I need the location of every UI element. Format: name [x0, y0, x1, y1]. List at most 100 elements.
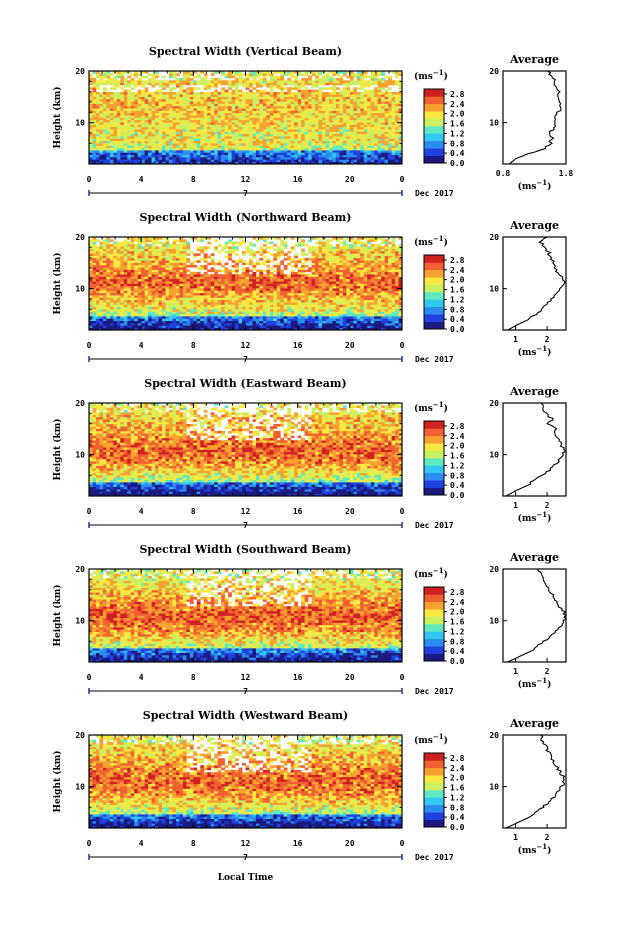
heatmap-cell: [151, 73, 156, 76]
heatmap-cell: [259, 318, 264, 322]
heatmap-cell: [242, 94, 246, 97]
heatmap-cell: [395, 323, 399, 326]
heatmap-cell: [370, 122, 375, 125]
heatmap-cell: [283, 117, 288, 121]
heatmap-cell: [287, 91, 292, 95]
heatmap-cell: [196, 145, 201, 149]
heatmap-cell: [332, 108, 337, 111]
heatmap-cell: [356, 73, 361, 76]
heatmap-cell: [214, 150, 218, 153]
heatmap-cell: [391, 119, 396, 123]
heatmap-cell: [134, 133, 138, 137]
heatmap-cell: [189, 103, 194, 107]
heatmap-cell: [172, 150, 177, 153]
heatmap-cell: [384, 96, 389, 100]
heatmap-cell: [255, 299, 260, 303]
heatmap-cell: [189, 306, 194, 310]
heatmap-cell: [144, 295, 149, 298]
heatmap-cell: [189, 147, 194, 151]
heatmap-cell: [245, 73, 250, 76]
heatmap-cell: [155, 112, 159, 116]
heatmap-cell: [144, 89, 149, 93]
heatmap-cell: [210, 143, 215, 146]
heatmap-cell: [89, 295, 93, 298]
heatmap-cell: [377, 108, 382, 111]
heatmap-cell: [242, 73, 246, 76]
heatmap-cell: [155, 323, 159, 326]
heatmap-cell: [269, 313, 274, 317]
heatmap-cell: [106, 80, 111, 83]
heatmap-cell: [248, 323, 253, 326]
heatmap-cell: [269, 129, 274, 132]
heatmap-cell: [120, 290, 125, 294]
heatmap-cell: [318, 94, 323, 97]
heatmap-cell: [294, 124, 298, 128]
heatmap-cell: [214, 124, 218, 128]
heatmap-cell: [370, 154, 375, 158]
heatmap-cell: [127, 147, 132, 151]
heatmap-cell: [325, 133, 330, 137]
heatmap-cell: [228, 299, 232, 303]
heatmap-cell: [130, 112, 135, 116]
heatmap-cell: [248, 145, 253, 149]
heatmap-cell: [349, 71, 354, 74]
heatmap-cell: [353, 91, 358, 95]
heatmap-cell: [193, 103, 198, 107]
heatmap-cell: [374, 122, 378, 125]
heatmap-cell: [287, 96, 292, 100]
heatmap-cell: [134, 119, 138, 123]
heatmap-cell: [172, 103, 177, 107]
heatmap-cell: [172, 313, 177, 317]
heatmap-cell: [266, 327, 271, 331]
heatmap-cell: [200, 115, 205, 118]
heatmap-cell: [228, 316, 232, 319]
heatmap-cell: [203, 96, 208, 100]
heatmap-cell: [287, 108, 292, 111]
heatmap-cell: [210, 108, 215, 111]
heatmap-cell: [168, 318, 173, 322]
heatmap-cell: [168, 306, 173, 310]
heatmap-cell: [391, 297, 396, 301]
heatmap-cell: [127, 71, 132, 74]
heatmap-cell: [391, 108, 396, 111]
heatmap-cell: [353, 302, 358, 305]
heatmap-cell: [245, 290, 250, 294]
heatmap-cell: [315, 91, 319, 95]
heatmap-cell: [255, 112, 260, 116]
heatmap-cell: [168, 143, 173, 146]
heatmap-cell: [224, 145, 229, 149]
heatmap-cell: [255, 122, 260, 125]
heatmap-cell: [120, 140, 125, 144]
heatmap-cell: [255, 318, 260, 322]
heatmap-cell: [113, 82, 118, 86]
heatmap-cell: [120, 108, 125, 111]
heatmap-cell: [168, 117, 173, 121]
heatmap-cell: [95, 75, 100, 79]
heatmap-cell: [89, 138, 93, 142]
heatmap-cell: [151, 101, 156, 104]
heatmap-cell: [255, 304, 260, 308]
heatmap-cell: [134, 297, 138, 301]
heatmap-cell: [186, 323, 191, 326]
heatmap-cell: [182, 96, 187, 100]
heatmap-cell: [127, 115, 132, 118]
heatmap-cell: [353, 313, 358, 317]
heatmap-cell: [92, 126, 97, 130]
heatmap-cell: [144, 105, 149, 109]
heatmap-cell: [186, 152, 191, 156]
heatmap-cell: [144, 129, 149, 132]
heatmap-cell: [388, 103, 392, 107]
heatmap-cell: [144, 119, 149, 123]
heatmap-cell: [266, 96, 271, 100]
heatmap-cell: [196, 80, 201, 83]
heatmap-cell: [245, 327, 250, 331]
heatmap-cell: [276, 327, 281, 331]
heatmap-cell: [304, 94, 309, 97]
heatmap-cell: [151, 323, 156, 326]
heatmap-cell: [231, 82, 236, 86]
heatmap-cell: [325, 101, 330, 104]
heatmap-cell: [322, 302, 326, 305]
heatmap-cell: [276, 316, 281, 319]
heatmap-cell: [322, 133, 326, 137]
heatmap-cell: [346, 124, 351, 128]
